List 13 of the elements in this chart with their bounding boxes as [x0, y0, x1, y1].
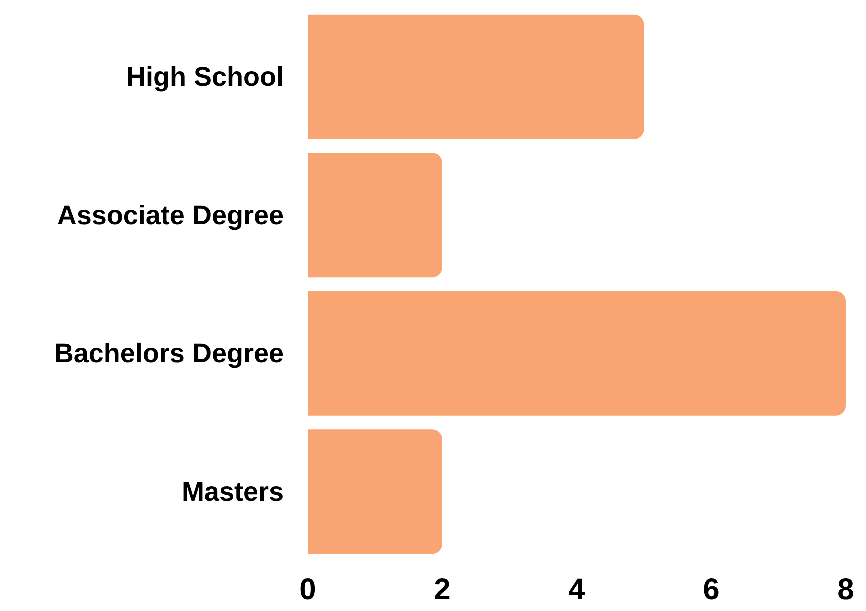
y-tick-label: Masters — [182, 476, 284, 507]
x-tick-label: 4 — [568, 574, 586, 606]
bar — [308, 430, 442, 554]
x-tick-label: 2 — [434, 574, 451, 606]
x-tick-label: 0 — [300, 574, 316, 606]
y-tick-label: Associate Degree — [57, 200, 284, 230]
y-tick-label: High School — [126, 62, 284, 92]
x-tick-label: 8 — [838, 574, 854, 606]
bar — [308, 14, 644, 140]
x-tick-label: 6 — [703, 574, 720, 606]
bar — [308, 291, 846, 416]
y-tick-label: Bachelors Degree — [54, 338, 284, 369]
bar — [308, 153, 442, 278]
